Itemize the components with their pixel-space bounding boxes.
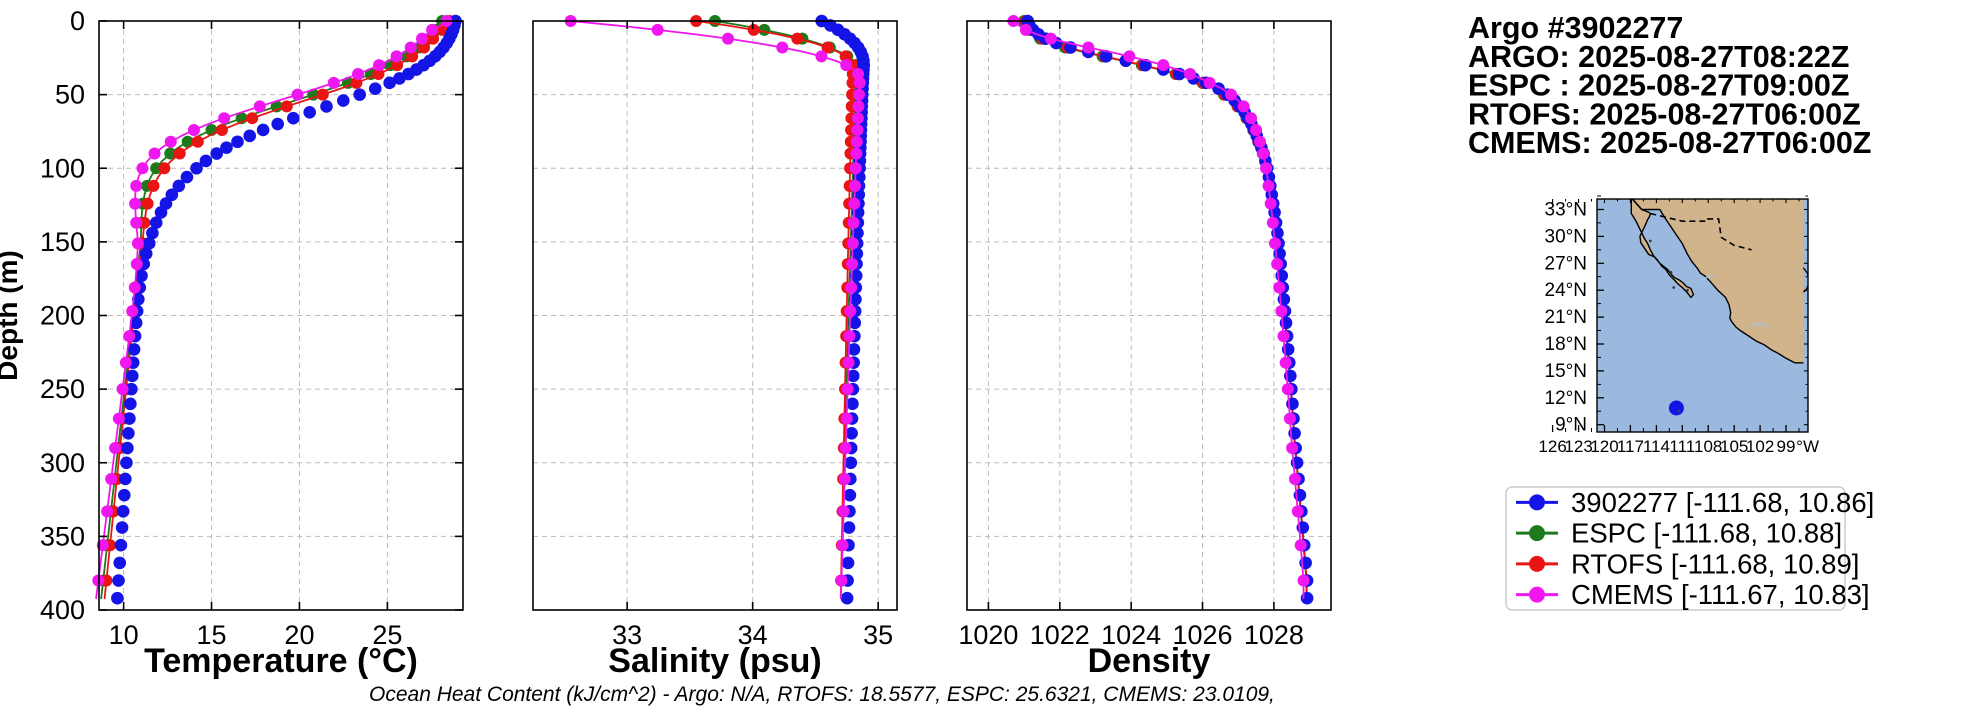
svg-text:200: 200 (40, 301, 85, 331)
svg-text:10: 10 (109, 620, 139, 650)
svg-text:105: 105 (1720, 437, 1748, 456)
svg-text:°W: °W (1796, 437, 1819, 456)
svg-text:Salinity (psu): Salinity (psu) (608, 642, 821, 680)
svg-text:126: 126 (1538, 437, 1566, 456)
svg-text:350: 350 (40, 521, 85, 551)
svg-text:108: 108 (1694, 437, 1722, 456)
svg-text:CMEMS: 2025-08-27T06:00Z: CMEMS: 2025-08-27T06:00Z (1468, 126, 1871, 160)
svg-text:35: 35 (863, 620, 893, 650)
svg-text:300: 300 (40, 448, 85, 478)
svg-text:24°N: 24°N (1545, 280, 1587, 301)
svg-text:Depth (m): Depth (m) (0, 250, 23, 381)
svg-text:100: 100 (40, 153, 85, 183)
svg-text:3902277 [-111.68, 10.86]: 3902277 [-111.68, 10.86] (1571, 487, 1874, 518)
svg-text:1028: 1028 (1244, 620, 1304, 650)
svg-text:102: 102 (1746, 437, 1774, 456)
svg-text:120: 120 (1590, 437, 1618, 456)
svg-text:111: 111 (1669, 437, 1695, 456)
svg-text:1020: 1020 (958, 620, 1018, 650)
svg-text:117: 117 (1617, 437, 1644, 456)
svg-text:400: 400 (40, 595, 85, 625)
svg-text:0: 0 (70, 6, 85, 36)
svg-text:Density: Density (1088, 642, 1211, 680)
svg-text:250: 250 (40, 374, 85, 404)
svg-text:50: 50 (55, 80, 85, 110)
svg-text:123: 123 (1564, 437, 1592, 456)
svg-text:99: 99 (1777, 437, 1796, 456)
svg-text:27°N: 27°N (1545, 253, 1587, 274)
svg-text:15°N: 15°N (1545, 361, 1587, 382)
svg-text:150: 150 (40, 227, 85, 257)
svg-text:Temperature (°C): Temperature (°C) (144, 642, 418, 680)
svg-text:RTOFS [-111.68, 10.89]: RTOFS [-111.68, 10.89] (1571, 548, 1859, 579)
svg-text:21°N: 21°N (1545, 307, 1587, 328)
svg-text:30°N: 30°N (1545, 226, 1587, 247)
svg-text:18°N: 18°N (1545, 334, 1587, 355)
svg-text:33°N: 33°N (1545, 200, 1587, 221)
svg-text:9°N: 9°N (1555, 415, 1587, 436)
svg-text:Ocean Heat Content (kJ/cm^2) -: Ocean Heat Content (kJ/cm^2) - Argo: N/A… (369, 683, 1275, 706)
svg-text:CMEMS [-111.67, 10.83]: CMEMS [-111.67, 10.83] (1571, 579, 1870, 610)
svg-text:ESPC [-111.68, 10.88]: ESPC [-111.68, 10.88] (1571, 518, 1842, 549)
svg-text:12°N: 12°N (1545, 388, 1587, 409)
svg-text:1022: 1022 (1030, 620, 1090, 650)
svg-text:114: 114 (1643, 437, 1670, 456)
